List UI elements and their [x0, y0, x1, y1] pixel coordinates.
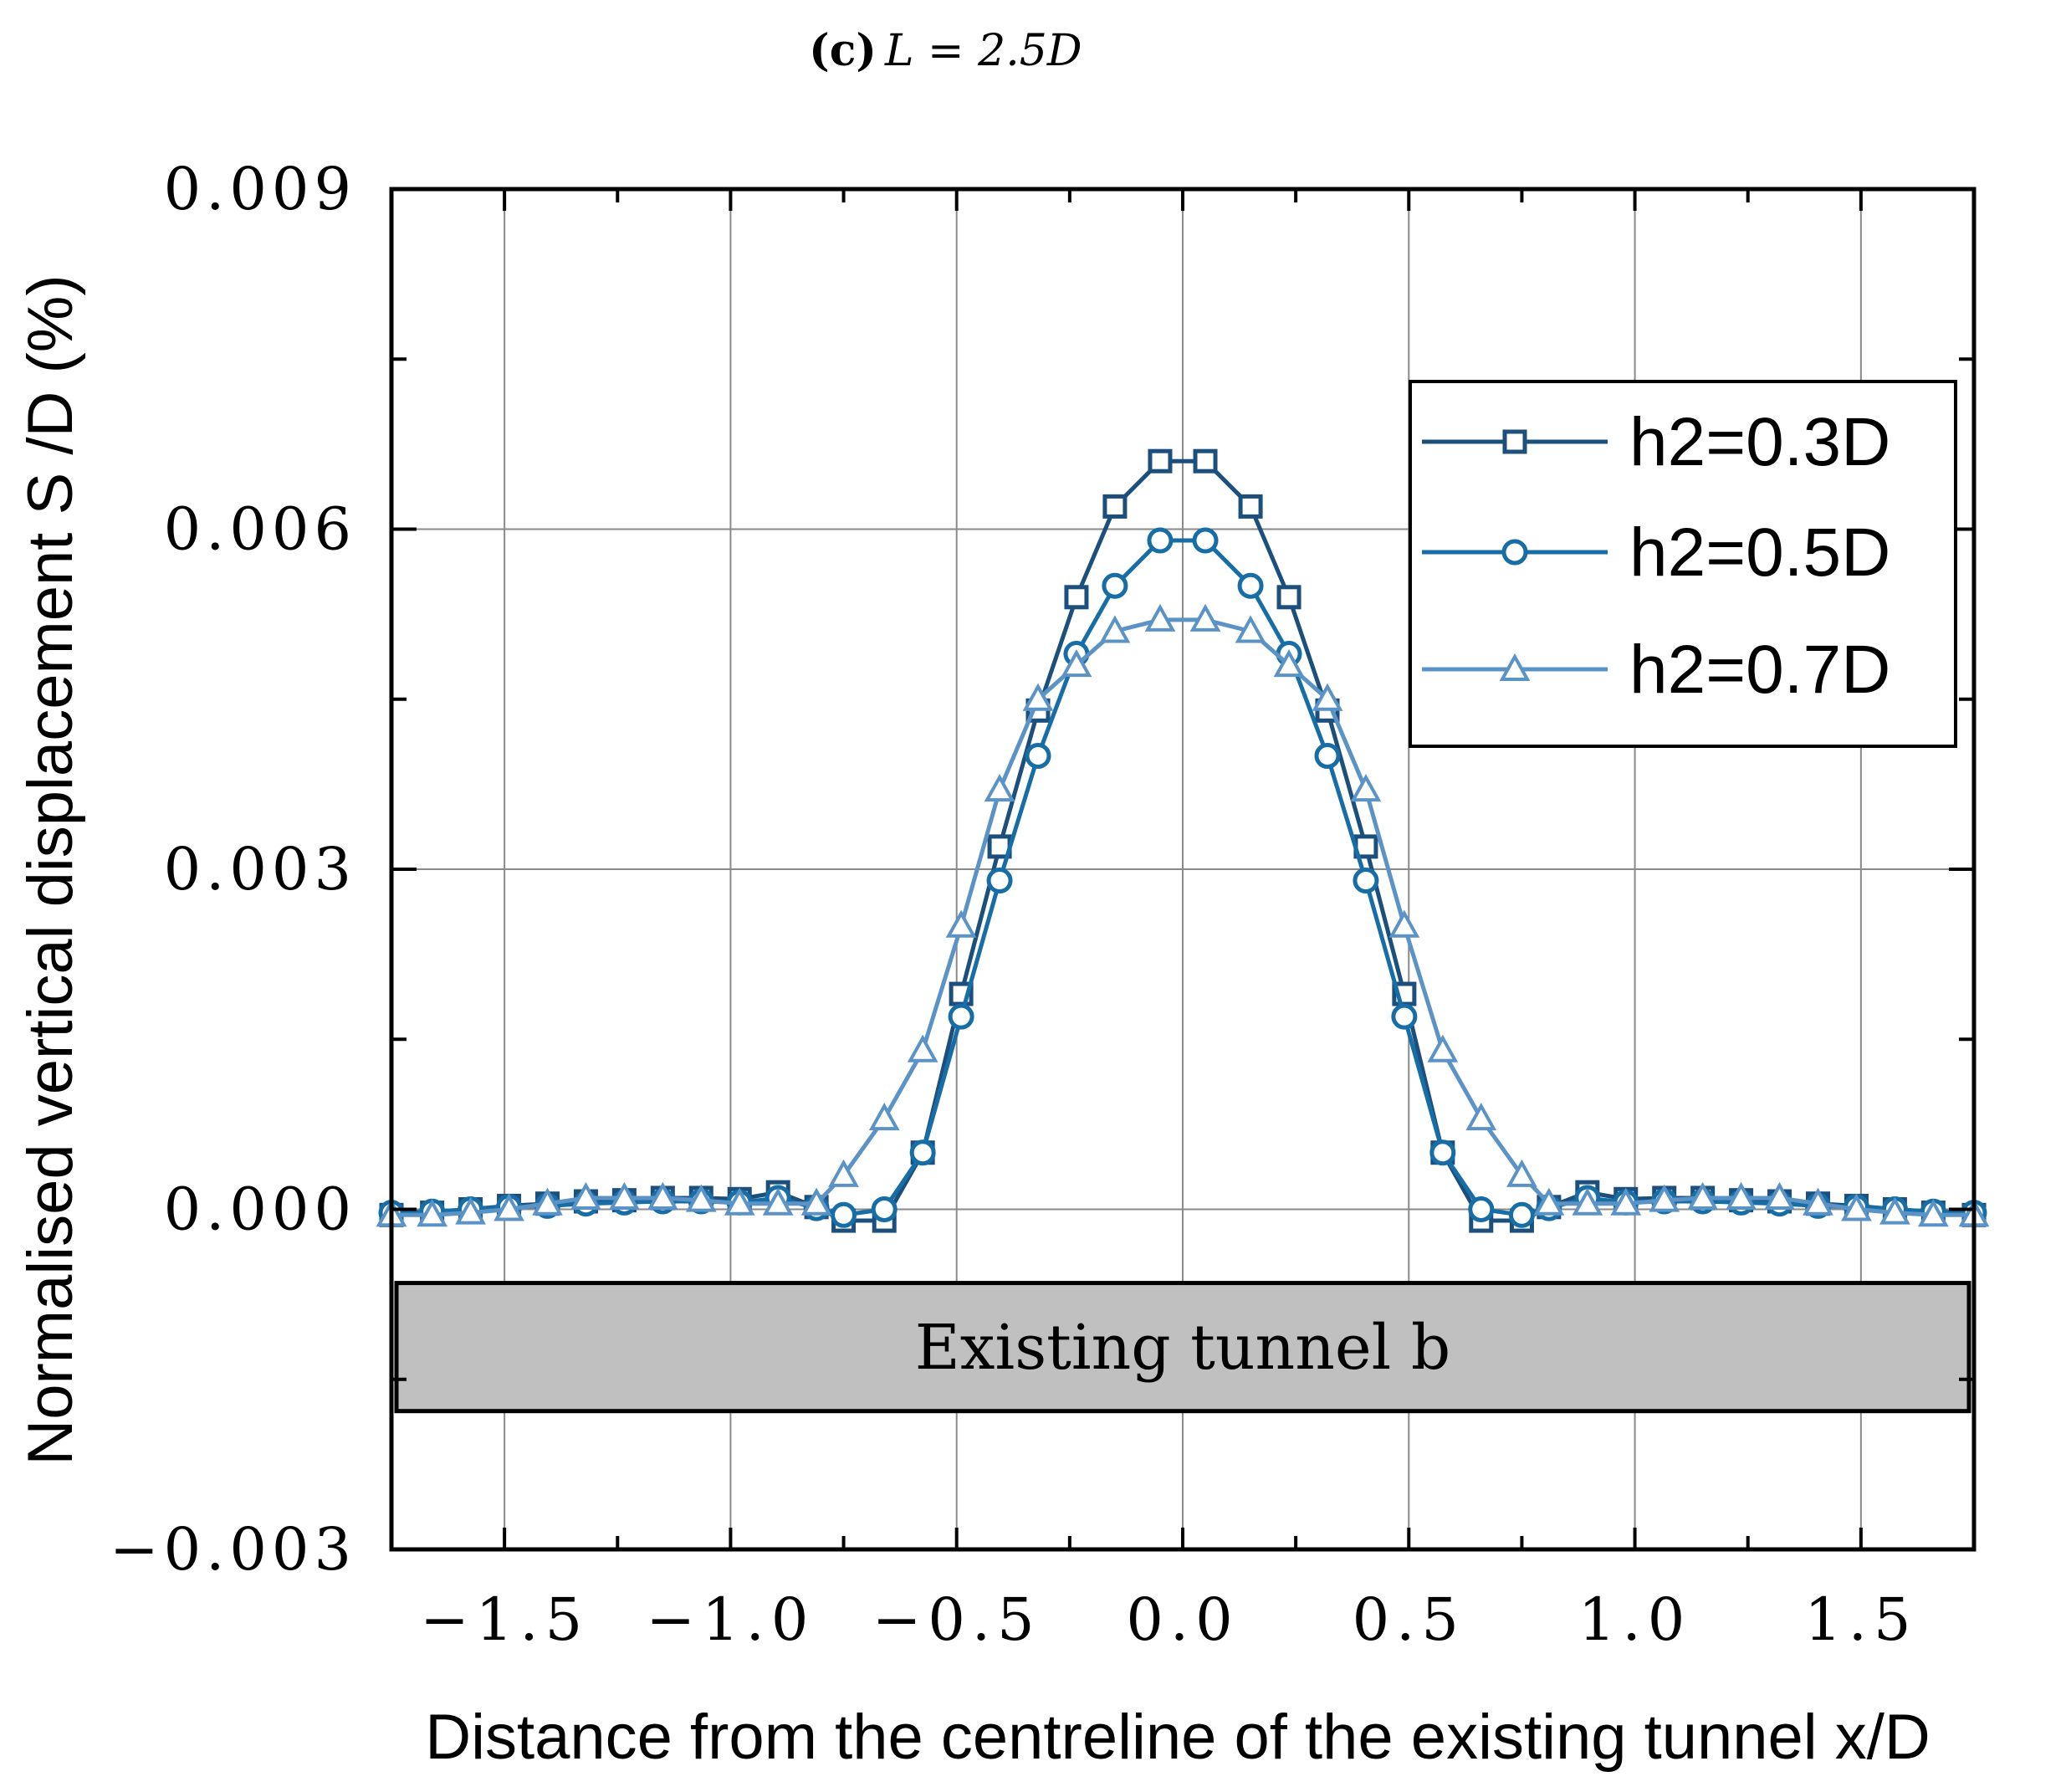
data-point	[1064, 585, 1089, 610]
y-axis-label: Normalised vertical displacement S /D (%…	[15, 274, 86, 1465]
data-point	[608, 1181, 640, 1210]
data-point	[1391, 1003, 1418, 1030]
legend-label: h2=0.3D	[1629, 404, 1890, 480]
y-tick-labels: −0.003 0.000 0.003 0.006 0.009	[110, 155, 356, 1584]
x-tick-label: 0.5	[1353, 1585, 1465, 1654]
data-point	[1314, 743, 1341, 769]
data-point	[1102, 494, 1128, 519]
data-point	[647, 1181, 678, 1210]
data-point	[1468, 1196, 1495, 1222]
data-point	[1312, 683, 1343, 711]
data-point	[1764, 1181, 1795, 1210]
legend-label: h2=0.7D	[1629, 632, 1890, 708]
tunnel-box	[394, 1281, 1971, 1414]
chart-title: (c) L = 2.5D	[809, 25, 1082, 76]
data-point	[1572, 1187, 1603, 1216]
legend-marker	[1502, 429, 1527, 454]
data-point	[984, 774, 1015, 802]
data-point	[762, 1187, 794, 1216]
data-point	[1102, 572, 1128, 599]
data-point	[828, 1159, 859, 1187]
data-point	[909, 1139, 936, 1166]
axis-ticks	[390, 187, 1976, 1551]
data-point	[1649, 1184, 1680, 1212]
x-tick-label: −0.5	[872, 1585, 1041, 1654]
x-tick-labels: −1.5 −1.0 −0.5 0.0 0.5 1.0 1.5	[420, 1585, 1917, 1654]
legend-label: h2=0.5D	[1629, 515, 1890, 591]
chart-title-text: L = 2.5D	[884, 26, 1082, 76]
data-point	[1061, 648, 1092, 678]
x-tick-label: 0.0	[1126, 1585, 1239, 1654]
data-point	[570, 1181, 601, 1210]
data-point	[1192, 527, 1219, 554]
data-point	[1025, 743, 1051, 769]
data-point	[685, 1184, 717, 1212]
data-point	[1193, 448, 1218, 474]
data-point	[1144, 603, 1176, 632]
y-tick-label: −0.003	[110, 1515, 356, 1584]
x-tick-label: −1.5	[420, 1585, 589, 1654]
y-tick-label: 0.006	[164, 495, 356, 564]
data-point	[724, 1187, 755, 1216]
data-point	[1803, 1187, 1833, 1216]
legend: h2=0.3D h2=0.5D h2=0.7D	[1409, 380, 1957, 748]
data-point	[1235, 615, 1266, 643]
data-point	[948, 1003, 974, 1030]
data-point	[493, 1193, 524, 1221]
data-point	[1465, 1102, 1497, 1131]
legend-item-triangle: h2=0.7D	[1422, 632, 1890, 708]
data-point	[800, 1187, 832, 1216]
y-tick-label: 0.003	[164, 835, 356, 904]
data-point	[1237, 572, 1264, 599]
x-axis-label: Distance from the centreline of the exis…	[425, 1702, 1930, 1773]
data-point	[1147, 527, 1174, 554]
data-point	[1506, 1159, 1537, 1187]
data-point	[1353, 868, 1379, 894]
data-point	[1099, 615, 1131, 643]
data-point	[1388, 909, 1420, 938]
data-point	[1022, 683, 1054, 711]
data-point	[1841, 1193, 1872, 1221]
data-point	[1148, 448, 1173, 474]
x-tick-label: 1.0	[1578, 1585, 1691, 1654]
data-point	[1189, 603, 1221, 632]
data-point	[868, 1102, 900, 1131]
data-point	[1533, 1187, 1565, 1216]
data-point	[945, 909, 977, 938]
data-point	[1273, 648, 1305, 678]
data-point	[1879, 1196, 1910, 1225]
legend-item-circle: h2=0.5D	[1422, 515, 1890, 591]
series-triangle	[376, 603, 1990, 1227]
data-point	[831, 1201, 857, 1228]
data-point	[455, 1196, 486, 1225]
data-point	[1429, 1139, 1456, 1166]
data-point	[907, 1034, 938, 1062]
legend-marker	[1501, 539, 1528, 566]
x-tick-label: −1.0	[646, 1585, 815, 1654]
data-point	[1610, 1187, 1642, 1216]
data-point	[1508, 1201, 1535, 1228]
data-point	[1687, 1181, 1719, 1210]
legend-item-square: h2=0.3D	[1422, 404, 1890, 480]
data-point	[871, 1196, 897, 1222]
data-point	[1427, 1034, 1459, 1062]
data-point	[1350, 774, 1382, 802]
series-layer	[376, 448, 1990, 1233]
tunnel-label: Existing tunnel b	[915, 1312, 1450, 1384]
y-tick-label: 0.000	[164, 1175, 356, 1244]
x-tick-label: 1.5	[1804, 1585, 1917, 1654]
data-point	[1917, 1199, 1949, 1227]
data-point	[986, 868, 1013, 894]
legend-marker	[1499, 653, 1531, 681]
data-point	[1276, 585, 1301, 610]
data-point	[532, 1187, 563, 1216]
tunnel-annotation: Existing tunnel b	[394, 1281, 1971, 1414]
y-tick-label: 0.009	[164, 155, 356, 223]
data-point	[1238, 494, 1263, 519]
data-point	[1726, 1181, 1757, 1210]
chart-title-panel: (c)	[809, 25, 877, 76]
data-point	[417, 1199, 448, 1227]
